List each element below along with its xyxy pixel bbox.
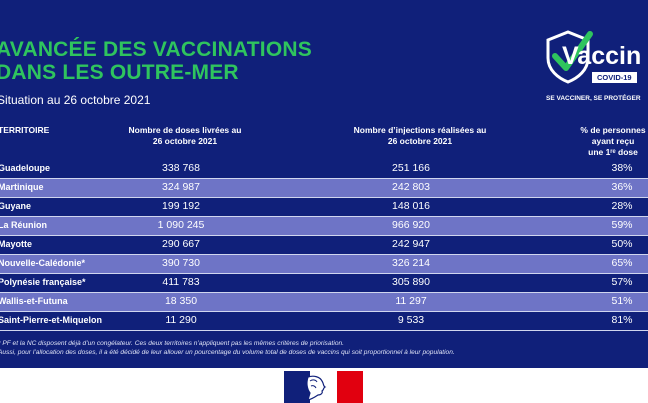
row-territoire: Saint-Pierre-et-Miquelon <box>0 315 103 325</box>
logo-badge: COVID-19 <box>592 72 637 83</box>
row-territoire: Nouvelle-Calédonie* <box>0 258 86 268</box>
footnotes: * PF et la NC disposent déjà d’un congél… <box>0 339 455 357</box>
header-injections: Nombre d’injections réalisées au 26 octo… <box>320 125 520 147</box>
header-doses-line-2: 26 octobre 2021 <box>152 136 218 146</box>
footnote-1: * PF et la NC disposent déjà d’un congél… <box>0 340 344 347</box>
marianne-profile-icon <box>306 375 327 401</box>
header-doses: Nombre de doses livrées au 26 octobre 20… <box>100 125 270 147</box>
row-pct: 28% <box>611 200 633 212</box>
title-line-2: DANS LES OUTRE-MER <box>0 61 239 84</box>
table-row: Polynésie française* 411 783 305 890 57% <box>0 274 648 293</box>
logo-tagline: SE VACCINER, SE PROTÉGER <box>546 95 641 102</box>
row-territoire: Guadeloupe <box>0 163 51 173</box>
table-row: Guyane 199 192 148 016 28% <box>0 198 648 217</box>
infographic-panel: AVANCÉE DES VACCINATIONS DANS LES OUTRE-… <box>0 0 648 368</box>
row-injections: 148 016 <box>392 200 430 212</box>
header-pct-line-3: une 1ʳᵉ dose <box>588 147 638 157</box>
vaccin-covid-logo: Vaccin COVID-19 SE VACCINER, SE PROTÉGER <box>540 28 648 108</box>
row-territoire: Mayotte <box>0 239 33 249</box>
title-line-1: AVANCÉE DES VACCINATIONS <box>0 38 312 61</box>
row-doses: 338 768 <box>162 162 200 174</box>
table-row: Saint-Pierre-et-Miquelon 11 290 9 533 81… <box>0 312 648 331</box>
row-doses: 11 290 <box>165 314 197 326</box>
table-row: Mayotte 290 667 242 947 50% <box>0 236 648 255</box>
row-injections: 11 297 <box>395 295 427 307</box>
row-doses: 324 987 <box>162 181 200 193</box>
table-row: La Réunion 1 090 245 966 920 59% <box>0 217 648 236</box>
marianne-logo <box>284 371 363 403</box>
header-injections-line-1: Nombre d’injections réalisées au <box>353 125 487 135</box>
page-subtitle: Situation au 26 octobre 2021 <box>0 93 151 107</box>
row-territoire: La Réunion <box>0 220 47 230</box>
row-doses: 18 350 <box>164 295 198 307</box>
table-row: Martinique 324 987 242 803 36% <box>0 179 648 198</box>
header-pct-line-1: % de personnes <box>580 125 646 135</box>
territories-table: Guadeloupe 338 768 251 166 38% Martiniqu… <box>0 160 648 331</box>
footnote-2: Aussi, pour l’allocation des doses, il a… <box>0 349 455 356</box>
row-pct: 59% <box>611 219 633 231</box>
row-injections: 966 920 <box>392 219 430 231</box>
row-pct: 50% <box>611 238 633 250</box>
header-territoire: TERRITOIRE <box>0 125 50 135</box>
row-pct: 38% <box>611 162 633 174</box>
row-doses: 290 667 <box>162 238 200 250</box>
row-territoire: Guyane <box>0 201 32 211</box>
header-injections-line-2: 26 octobre 2021 <box>387 136 453 146</box>
row-injections: 9 533 <box>397 314 425 326</box>
row-pct: 51% <box>611 295 633 307</box>
row-doses: 411 783 <box>162 276 200 288</box>
check-shield-icon <box>546 30 593 84</box>
row-pct: 65% <box>611 257 633 269</box>
row-injections: 242 803 <box>392 181 430 193</box>
row-doses: 199 192 <box>162 200 200 212</box>
header-pct: % de personnes ayant reçu une 1ʳᵉ dose <box>568 125 648 158</box>
row-injections: 326 214 <box>392 257 430 269</box>
table-row: Wallis-et-Futuna 18 350 11 297 51% <box>0 293 648 312</box>
row-pct: 57% <box>611 276 633 288</box>
row-pct: 81% <box>611 314 633 326</box>
table-row: Guadeloupe 338 768 251 166 38% <box>0 160 648 179</box>
row-injections: 305 890 <box>392 276 430 288</box>
row-pct: 36% <box>611 181 633 193</box>
table-row: Nouvelle-Calédonie* 390 730 326 214 65% <box>0 255 648 274</box>
page-title: AVANCÉE DES VACCINATIONS DANS LES OUTRE-… <box>0 38 312 84</box>
row-doses: 390 730 <box>162 257 200 269</box>
row-injections: 242 947 <box>392 238 430 250</box>
row-territoire: Polynésie française* <box>0 277 86 287</box>
row-doses: 1 090 245 <box>157 219 205 231</box>
logo-word: Vaccin <box>562 42 642 70</box>
header-doses-line-1: Nombre de doses livrées au <box>128 125 242 135</box>
row-territoire: Wallis-et-Futuna <box>0 296 68 306</box>
header-pct-line-2: ayant reçu <box>591 136 635 146</box>
row-injections: 251 166 <box>392 162 430 174</box>
row-territoire: Martinique <box>0 182 44 192</box>
